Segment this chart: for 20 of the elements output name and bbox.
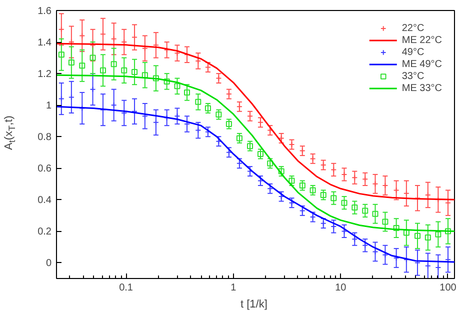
y-tick-label: 0 bbox=[46, 258, 52, 270]
y-tick-label: 0.6 bbox=[38, 164, 52, 175]
y-tick-label: 0.4 bbox=[38, 195, 52, 206]
y-tick-label: 0.8 bbox=[38, 132, 52, 144]
x-tick-label: 0.1 bbox=[119, 282, 134, 294]
y-tick-label: 1.6 bbox=[38, 6, 52, 17]
legend-label: ME 49°C bbox=[402, 58, 442, 70]
y-tick-label: 1 bbox=[46, 100, 52, 112]
legend-label: ME 22°C bbox=[402, 34, 442, 46]
y-tick-label: 1.4 bbox=[38, 38, 52, 49]
y-tick-label: 0.2 bbox=[38, 226, 52, 238]
legend-label: 22°C bbox=[402, 22, 424, 34]
legend-label: 33°C bbox=[402, 70, 424, 82]
legend-label: ME 33°C bbox=[402, 82, 442, 94]
x-tick-label: 100 bbox=[440, 282, 457, 294]
x-tick-label: 10 bbox=[335, 282, 347, 294]
x-axis-title: t [1/k] bbox=[240, 298, 268, 310]
x-tick-label: 1 bbox=[230, 282, 237, 294]
legend-label: 49°C bbox=[402, 46, 424, 58]
y-tick-label: 1.2 bbox=[38, 69, 52, 80]
